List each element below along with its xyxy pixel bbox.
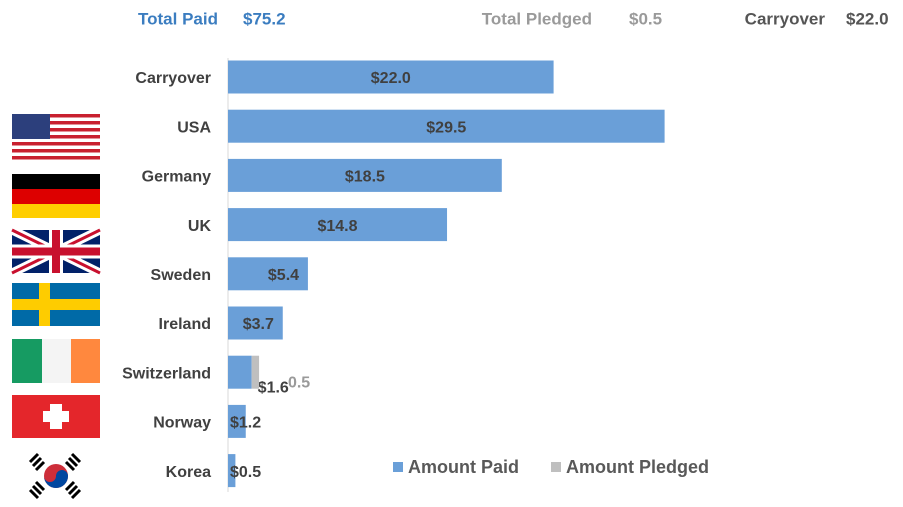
- category-label: USA: [177, 119, 211, 136]
- category-label: Ireland: [159, 316, 211, 333]
- total-label: Total Paid: [138, 9, 218, 28]
- legend-swatch: [551, 462, 561, 472]
- flag-korea: [28, 452, 82, 500]
- value-label: $3.7: [243, 316, 274, 333]
- total-value: $0.5: [629, 9, 662, 28]
- value-label: $18.5: [345, 169, 385, 186]
- legend-label: Amount Pledged: [566, 457, 709, 477]
- value-label: $1.6: [258, 379, 289, 396]
- flag-switzerland: [12, 395, 100, 438]
- flag-ireland: [12, 339, 100, 383]
- value-label: $29.5: [426, 119, 466, 136]
- value-label: $1.2: [230, 415, 261, 432]
- bar: [228, 208, 448, 242]
- bar: [228, 109, 665, 143]
- total-label: Carryover: [745, 9, 826, 28]
- legend-swatch: [393, 462, 403, 472]
- category-label: Korea: [166, 464, 211, 481]
- category-label: Norway: [153, 415, 211, 432]
- bar: [228, 257, 308, 291]
- category-label: Carryover: [135, 70, 211, 87]
- flag-germany: [12, 174, 100, 218]
- bar: [228, 60, 554, 94]
- category-label: Switzerland: [122, 365, 211, 382]
- bar: [228, 355, 252, 389]
- legend-label: Amount Paid: [408, 457, 519, 477]
- bar: [228, 158, 502, 192]
- category-label: Sweden: [151, 267, 211, 284]
- flag-uk: [10, 225, 102, 278]
- value-label: $14.8: [317, 218, 357, 235]
- category-label: UK: [188, 218, 212, 235]
- flag-usa: [12, 114, 100, 160]
- value-label: $22.0: [371, 70, 411, 87]
- category-label: Germany: [142, 169, 211, 186]
- value-label: $5.4: [268, 267, 299, 284]
- bar: [228, 454, 236, 488]
- pledged-label: 0.5: [288, 374, 310, 391]
- bar: [251, 355, 260, 389]
- flag-sweden: [12, 283, 100, 326]
- bar: [228, 306, 283, 340]
- total-label: Total Pledged: [482, 9, 592, 28]
- total-value: $75.2: [243, 9, 286, 28]
- value-label: $0.5: [230, 464, 261, 481]
- bar: [228, 404, 246, 438]
- total-value: $22.0: [846, 9, 889, 28]
